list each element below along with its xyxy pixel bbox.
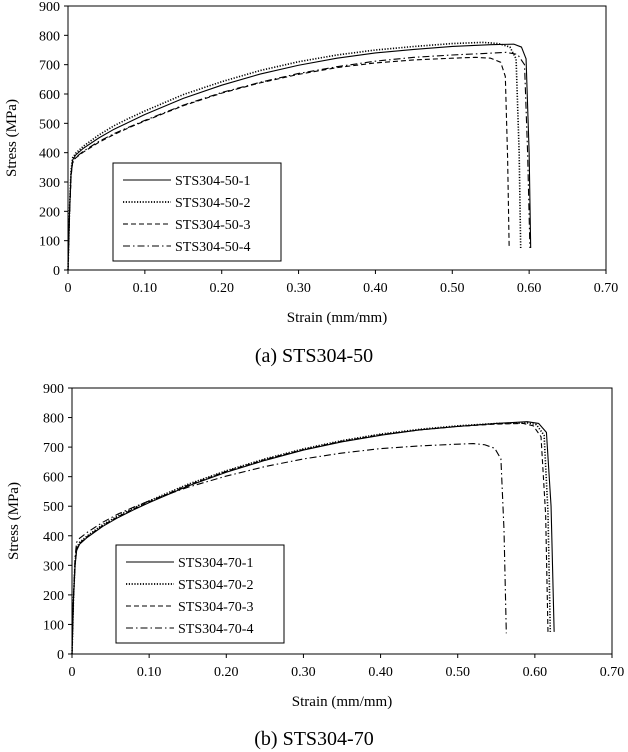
y-axis-label: Stress (MPa) — [4, 99, 20, 177]
x-tick-label: 0.60 — [517, 281, 542, 296]
legend-label-1: STS304-50-1 — [175, 174, 250, 189]
legend-label-3: STS304-50-3 — [175, 218, 250, 233]
y-tick-label: 300 — [43, 559, 64, 574]
y-tick-label: 900 — [43, 382, 64, 397]
x-tick-label: 0.10 — [137, 665, 162, 680]
y-tick-label: 700 — [43, 441, 64, 456]
y-tick-label: 600 — [43, 471, 64, 486]
y-tick-label: 400 — [39, 147, 60, 162]
x-tick-label: 0.40 — [363, 281, 388, 296]
series-line-1 — [71, 421, 555, 655]
y-tick-label: 400 — [43, 530, 64, 545]
legend-label-2: STS304-70-2 — [178, 578, 253, 593]
chart-caption: (a) STS304-50 — [255, 345, 373, 367]
y-tick-label: 0 — [53, 264, 60, 279]
y-tick-label: 800 — [43, 412, 64, 427]
y-tick-label: 900 — [39, 0, 60, 15]
x-tick-label: 0.40 — [368, 665, 393, 680]
x-tick-label: 0.20 — [209, 281, 234, 296]
y-tick-label: 100 — [43, 618, 64, 633]
series-line-3 — [71, 422, 549, 655]
legend-label-4: STS304-70-4 — [178, 622, 253, 637]
y-tick-label: 0 — [57, 648, 64, 663]
chart-2: 0 100 200 300 400 500 600 700 800 900 0 0.10 0.20 0.3… — [6, 382, 624, 750]
x-tick-label: 0 — [65, 281, 72, 296]
y-tick-label: 100 — [39, 235, 60, 250]
y-tick-label: 600 — [39, 88, 60, 103]
y-tick-label: 200 — [43, 589, 64, 604]
y-tick-label: 700 — [39, 59, 60, 74]
x-tick-label: 0.50 — [445, 665, 470, 680]
legend: STS304-50-1 STS304-50-2 STS304-50-3 STS304-… — [112, 162, 282, 262]
plot-frame — [71, 387, 613, 655]
y-tick-label: 200 — [39, 205, 60, 220]
y-tick-label: 500 — [39, 117, 60, 132]
legend-label-1: STS304-70-1 — [178, 556, 253, 571]
x-tick-label: 0.10 — [133, 281, 158, 296]
x-tick-label: 0.60 — [523, 665, 548, 680]
y-tick-label: 800 — [39, 29, 60, 44]
x-tick-label: 0.50 — [440, 281, 465, 296]
chart-caption: (b) STS304-70 — [254, 728, 373, 750]
x-tick-label: 0.70 — [594, 281, 619, 296]
x-tick-label: 0.30 — [286, 281, 311, 296]
chart-1: 0 100 200 300 400 500 600 700 800 900 0 0.10 0.20 0.3… — [4, 0, 618, 367]
series-line-1 — [67, 43, 532, 271]
series-line-4 — [71, 443, 507, 655]
y-tick-label: 500 — [43, 500, 64, 515]
plot-frame — [67, 5, 607, 271]
x-axis-label: Strain (mm/mm) — [287, 310, 387, 326]
legend-label-4: STS304-50-4 — [175, 240, 250, 255]
legend: STS304-70-1 STS304-70-2 STS304-70-3 STS304-… — [115, 544, 285, 644]
legend-label-2: STS304-50-2 — [175, 196, 250, 211]
series-line-2 — [71, 422, 552, 655]
legend-box — [115, 544, 285, 644]
x-axis-label: Strain (mm/mm) — [292, 694, 392, 710]
y-axis-label: Stress (MPa) — [6, 482, 22, 560]
legend-label-3: STS304-70-3 — [178, 600, 253, 615]
x-tick-label: 0 — [69, 665, 76, 680]
y-tick-label: 300 — [39, 176, 60, 191]
legend-box — [112, 162, 282, 262]
x-tick-label: 0.30 — [291, 665, 316, 680]
x-tick-label: 0.20 — [214, 665, 239, 680]
series-line-4 — [67, 51, 531, 271]
x-tick-label: 0.70 — [600, 665, 625, 680]
